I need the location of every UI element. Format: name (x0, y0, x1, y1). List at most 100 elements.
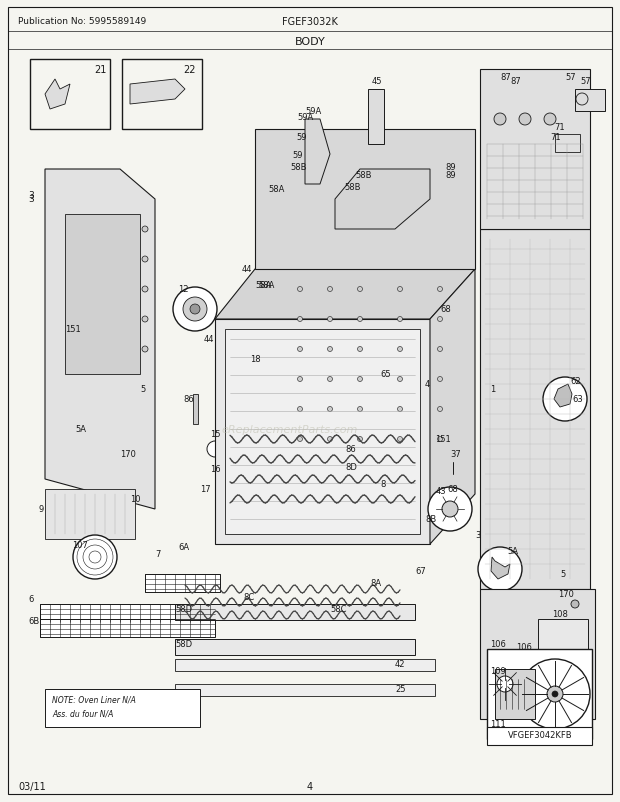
Circle shape (207, 441, 223, 457)
Text: 170: 170 (558, 589, 574, 599)
Circle shape (298, 377, 303, 382)
Text: 58D: 58D (175, 640, 192, 649)
Polygon shape (225, 330, 420, 534)
Text: 4: 4 (307, 781, 313, 791)
Text: 42: 42 (395, 660, 405, 669)
Text: 5A: 5A (75, 425, 86, 434)
Bar (193, 395, 198, 424)
Bar (145, 574, 220, 592)
Text: 106: 106 (490, 640, 506, 649)
Circle shape (397, 407, 402, 412)
Text: 17: 17 (200, 485, 211, 494)
Text: 86: 86 (345, 445, 356, 454)
Text: 8C: 8C (243, 593, 254, 602)
Text: 1: 1 (490, 385, 495, 394)
Polygon shape (335, 170, 430, 229)
Circle shape (327, 317, 332, 322)
Circle shape (519, 114, 531, 126)
Text: 44: 44 (242, 265, 252, 274)
Text: 57: 57 (565, 74, 575, 83)
Polygon shape (215, 320, 430, 545)
Circle shape (142, 227, 148, 233)
Circle shape (547, 687, 563, 702)
Text: 58C: 58C (330, 605, 347, 614)
Circle shape (397, 347, 402, 352)
Bar (175, 659, 435, 671)
Circle shape (327, 287, 332, 292)
Circle shape (438, 347, 443, 352)
Polygon shape (430, 269, 475, 545)
Circle shape (397, 377, 402, 382)
Text: 5: 5 (560, 569, 565, 579)
Circle shape (358, 437, 363, 442)
Text: 12: 12 (178, 286, 188, 294)
Text: 59A: 59A (305, 107, 321, 116)
Circle shape (552, 691, 558, 697)
Text: 58A: 58A (258, 280, 275, 290)
Circle shape (571, 600, 579, 608)
Text: 16: 16 (210, 465, 221, 474)
Text: 4: 4 (425, 380, 430, 389)
Bar (487, 649, 592, 739)
Text: 9: 9 (38, 505, 43, 514)
Circle shape (142, 317, 148, 322)
Text: Ass. du four N/A: Ass. du four N/A (52, 709, 113, 718)
Text: 25: 25 (395, 685, 405, 694)
Bar (368, 90, 384, 145)
Text: 68: 68 (447, 485, 458, 494)
Text: 8A: 8A (370, 579, 381, 588)
Bar (575, 90, 605, 111)
Text: FGEF3032K: FGEF3032K (282, 17, 338, 27)
Text: 22: 22 (184, 65, 197, 75)
Text: 3: 3 (28, 195, 33, 205)
Text: 43: 43 (436, 487, 446, 496)
Bar (487, 727, 592, 745)
Circle shape (442, 501, 458, 517)
Polygon shape (554, 384, 572, 407)
Circle shape (327, 347, 332, 352)
Text: 89: 89 (445, 164, 456, 172)
Polygon shape (130, 80, 185, 105)
Text: 59A: 59A (297, 112, 313, 121)
Text: 37: 37 (450, 450, 461, 459)
Bar (495, 669, 535, 719)
Circle shape (183, 298, 207, 322)
Bar (40, 604, 215, 622)
Text: 58B: 58B (344, 184, 360, 192)
Bar (65, 215, 140, 375)
Circle shape (142, 257, 148, 263)
Circle shape (497, 676, 513, 692)
Circle shape (543, 378, 587, 422)
Circle shape (428, 488, 472, 532)
Text: 8D: 8D (345, 463, 357, 472)
Circle shape (358, 407, 363, 412)
Text: 18: 18 (250, 355, 260, 364)
Text: 7: 7 (155, 550, 161, 559)
Circle shape (494, 114, 506, 126)
Text: 65: 65 (380, 370, 391, 379)
Circle shape (327, 407, 332, 412)
Text: NOTE: Oven Liner N/A: NOTE: Oven Liner N/A (52, 695, 136, 703)
Polygon shape (215, 269, 475, 320)
Text: 6A: 6A (178, 543, 189, 552)
Circle shape (544, 114, 556, 126)
Text: 5: 5 (140, 385, 145, 394)
Text: 57: 57 (580, 78, 591, 87)
Circle shape (397, 317, 402, 322)
Polygon shape (480, 229, 590, 589)
Circle shape (358, 317, 363, 322)
Circle shape (576, 94, 588, 106)
Polygon shape (45, 170, 155, 509)
Text: 03/11: 03/11 (18, 781, 46, 791)
Text: 63: 63 (572, 395, 583, 404)
Polygon shape (45, 80, 70, 110)
Circle shape (397, 287, 402, 292)
Text: 86: 86 (183, 395, 193, 404)
Bar (122, 60, 202, 130)
Text: 45: 45 (372, 78, 383, 87)
Text: VFGEF3042KFB: VFGEF3042KFB (508, 731, 572, 739)
Polygon shape (491, 557, 510, 579)
Text: 58B: 58B (355, 170, 371, 180)
Text: 151: 151 (435, 435, 451, 444)
Bar (45, 689, 200, 727)
